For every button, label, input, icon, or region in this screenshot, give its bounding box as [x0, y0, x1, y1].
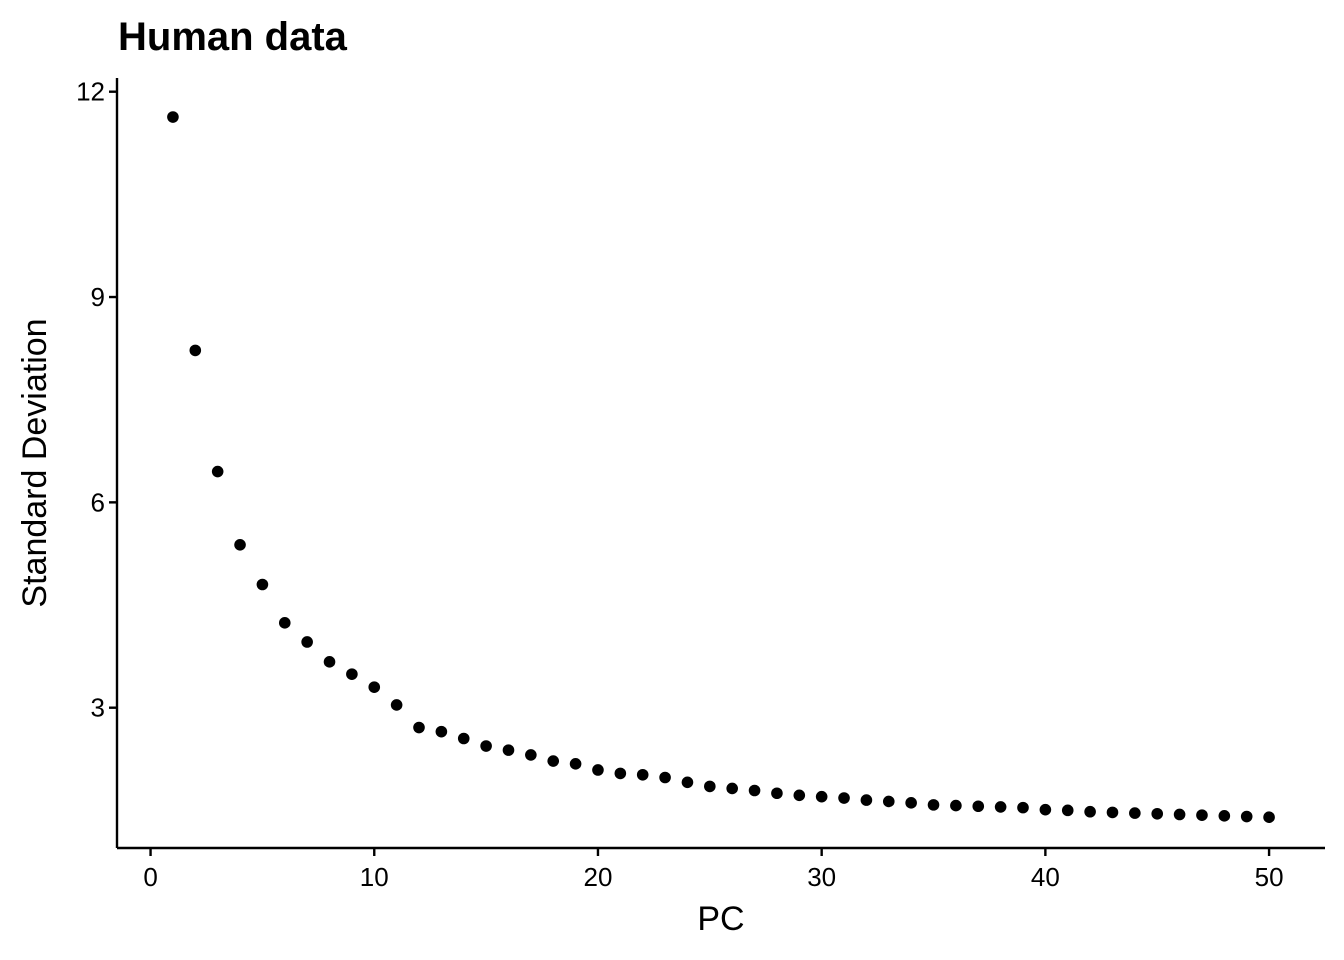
y-tick-label: 12: [76, 77, 105, 107]
data-point: [614, 767, 627, 780]
data-point: [1129, 807, 1141, 819]
data-point: [457, 732, 470, 745]
data-point: [815, 790, 828, 803]
data-point: [1240, 810, 1253, 823]
x-tick-label: 40: [1031, 862, 1060, 892]
ticks: 0 10 20 30 40 50 3 6 9 12: [76, 77, 1283, 892]
data-point: [994, 801, 1007, 813]
y-tick-label: 3: [91, 693, 105, 723]
data-point: [659, 771, 671, 784]
plot-area: [167, 111, 1275, 823]
data-point: [704, 780, 716, 793]
data-point: [234, 538, 246, 551]
data-point: [480, 740, 492, 752]
data-point: [390, 699, 403, 711]
y-axis-label: Standard Deviation: [16, 318, 54, 607]
data-point: [860, 794, 873, 806]
data-point: [435, 725, 448, 738]
data-point: [748, 784, 761, 797]
data-point: [368, 681, 381, 693]
data-point: [927, 799, 940, 811]
data-point: [1173, 808, 1186, 821]
data-point: [726, 782, 738, 795]
data-point: [256, 578, 269, 591]
data-point: [301, 636, 313, 648]
data-point: [1039, 803, 1052, 816]
data-point: [211, 465, 224, 478]
data-point: [1061, 804, 1074, 817]
data-point: [1263, 811, 1275, 823]
data-point: [1106, 806, 1119, 819]
data-point: [636, 768, 649, 781]
x-axis-label: PC: [697, 900, 744, 938]
data-point: [323, 656, 336, 668]
data-point: [1151, 807, 1164, 820]
data-point: [278, 617, 291, 629]
axes: [115, 78, 1325, 850]
x-tick-label: 10: [360, 862, 389, 892]
data-point: [346, 668, 358, 680]
x-tick-label: 30: [807, 862, 836, 892]
data-point: [1196, 809, 1208, 821]
data-point: [972, 800, 985, 813]
data-point: [547, 755, 560, 767]
data-point: [502, 744, 515, 756]
x-tick-label: 50: [1255, 862, 1284, 892]
data-point: [1017, 801, 1029, 814]
x-tick-label: 20: [584, 862, 613, 892]
data-point: [681, 776, 694, 789]
data-point: [189, 344, 202, 357]
y-tick-label: 9: [91, 282, 105, 312]
data-point: [1218, 810, 1231, 822]
y-tick-label: 6: [91, 487, 105, 517]
data-point: [1084, 805, 1096, 818]
data-point: [838, 792, 850, 804]
data-point: [413, 721, 425, 734]
data-point: [592, 764, 604, 776]
data-point: [525, 749, 537, 761]
x-tick-label: 0: [143, 862, 157, 892]
data-point: [905, 797, 917, 809]
data-point: [167, 111, 179, 123]
data-point: [771, 787, 783, 800]
data-point: [950, 799, 962, 812]
data-point: [882, 795, 895, 808]
chart-title: Human data: [118, 15, 348, 59]
data-point: [793, 789, 806, 802]
data-point: [569, 758, 582, 770]
